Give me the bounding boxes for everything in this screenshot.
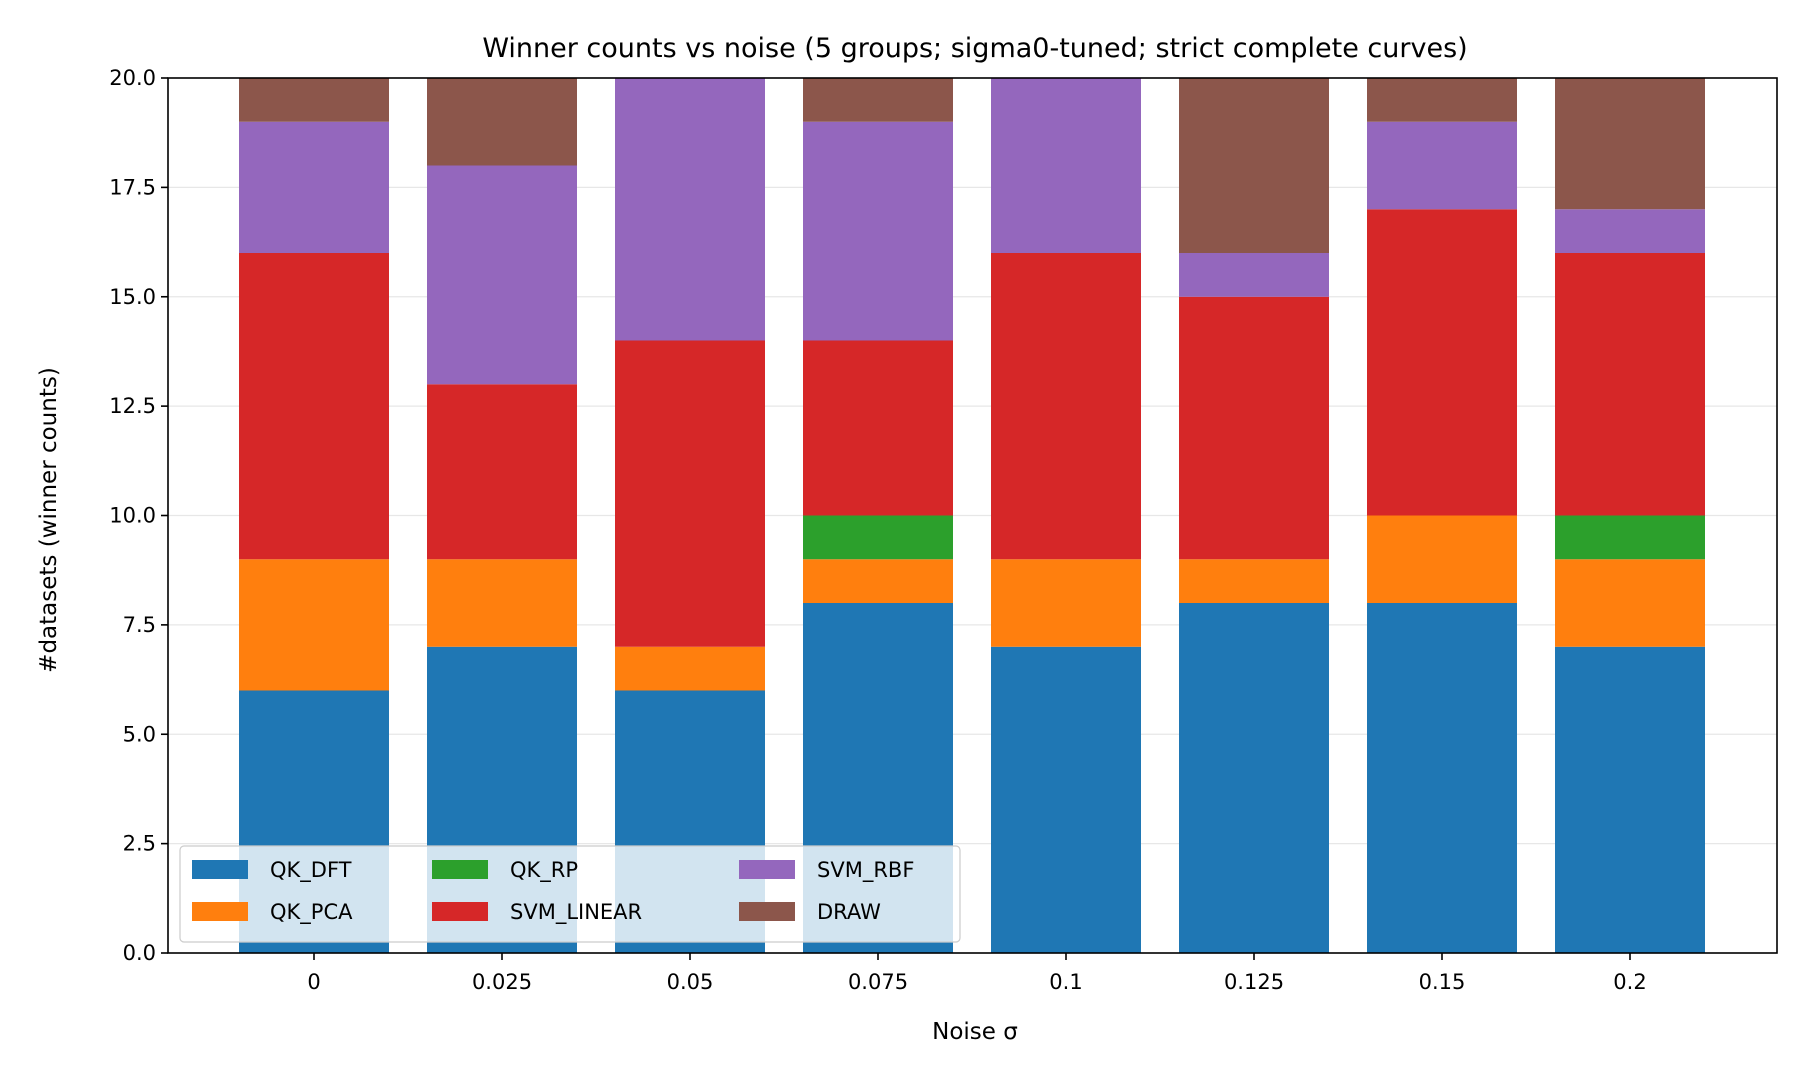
- bar-svm_rbf-0.1: [991, 78, 1141, 253]
- bar-qk_dft-0.2: [1555, 646, 1705, 953]
- legend-swatch-qk_dft: [192, 860, 248, 879]
- legend-swatch-qk_rp: [432, 860, 488, 879]
- bar-svm_rbf-0: [239, 121, 389, 253]
- x-tick-label: 0: [307, 970, 320, 994]
- legend-swatch-svm_linear: [432, 902, 488, 921]
- bar-svm_linear-0.1: [991, 253, 1141, 560]
- y-tick-label: 10.0: [109, 504, 156, 528]
- bar-qk_dft-0.125: [1179, 603, 1329, 953]
- bar-svm_rbf-0.15: [1367, 121, 1517, 210]
- bar-qk_pca-0.075: [803, 559, 953, 603]
- legend-swatch-draw: [739, 902, 795, 921]
- bar-draw-0.15: [1367, 78, 1517, 122]
- bar-draw-0: [239, 78, 389, 122]
- y-axis-label: #datasets (winner counts): [36, 367, 62, 673]
- bar-svm_linear-0.15: [1367, 209, 1517, 516]
- chart-title: Winner counts vs noise (5 groups; sigma0…: [482, 33, 1467, 64]
- y-tick-label: 0.0: [123, 941, 156, 965]
- bar-svm_linear-0.125: [1179, 296, 1329, 560]
- x-tick-label: 0.1: [1049, 970, 1082, 994]
- bar-svm_rbf-0.125: [1179, 253, 1329, 297]
- bar-qk_pca-0.1: [991, 559, 1141, 647]
- bar-draw-0.2: [1555, 78, 1705, 210]
- y-tick-label: 12.5: [109, 394, 156, 418]
- bar-svm_linear-0.025: [427, 384, 577, 560]
- bar-svm_linear-0.2: [1555, 253, 1705, 516]
- bar-qk_rp-0.075: [803, 515, 953, 560]
- bar-draw-0.075: [803, 78, 953, 122]
- legend-swatch-qk_pca: [192, 902, 248, 921]
- legend: QK_DFT QK_PCA QK_RP SVM_LINEAR SVM_RBF DRAW: [179, 845, 961, 943]
- bar-qk_dft-0.1: [991, 646, 1141, 953]
- bar-svm_rbf-0.025: [427, 165, 577, 385]
- legend-label-svm_rbf: SVM_RBF: [817, 858, 914, 883]
- x-tick-label: 0.2: [1613, 970, 1646, 994]
- legend-label-draw: DRAW: [817, 900, 881, 924]
- legend-label-qk_dft: QK_DFT: [270, 858, 352, 883]
- x-tick-label: 0.15: [1419, 970, 1466, 994]
- bar-draw-0.025: [427, 78, 577, 166]
- bar-qk_pca-0.2: [1555, 559, 1705, 647]
- bar-svm_linear-0: [239, 253, 389, 560]
- y-tick-label: 5.0: [123, 722, 156, 746]
- bar-svm_linear-0.075: [803, 340, 953, 516]
- bar-qk_pca-0.025: [427, 559, 577, 647]
- bar-svm_rbf-0.2: [1555, 209, 1705, 253]
- bar-qk_pca-0.15: [1367, 515, 1517, 603]
- bar-qk_pca-0.05: [615, 646, 765, 691]
- y-tick-label: 7.5: [123, 613, 156, 637]
- y-tick-label: 15.0: [109, 285, 156, 309]
- legend-swatch-svm_rbf: [739, 860, 795, 879]
- bar-draw-0.125: [1179, 78, 1329, 253]
- x-tick-label: 0.025: [472, 970, 532, 994]
- x-axis-label: Noise σ: [932, 1019, 1018, 1045]
- bar-svm_rbf-0.05: [615, 78, 765, 341]
- legend-label-svm_linear: SVM_LINEAR: [510, 900, 642, 925]
- x-tick-label: 0.075: [848, 970, 908, 994]
- bar-svm_rbf-0.075: [803, 121, 953, 341]
- legend-label-qk_rp: QK_RP: [510, 858, 578, 883]
- bar-qk_pca-0: [239, 559, 389, 691]
- bar-qk_rp-0.2: [1555, 515, 1705, 560]
- grid-layer: [168, 77, 1777, 954]
- y-tick-label: 2.5: [123, 832, 156, 856]
- y-tick-label: 20.0: [109, 66, 156, 90]
- x-tick-label: 0.05: [667, 970, 714, 994]
- x-tick-label: 0.125: [1224, 970, 1284, 994]
- axes-layer: 0.0 2.5 5.0 7.5 10.0 12.5 15.0 17.5 20.0 0 0.025 0.…: [109, 66, 1778, 994]
- bar-svm_linear-0.05: [615, 340, 765, 647]
- bar-qk_pca-0.125: [1179, 559, 1329, 603]
- bar-qk_dft-0.15: [1367, 603, 1517, 953]
- y-tick-label: 17.5: [109, 175, 156, 199]
- legend-label-qk_pca: QK_PCA: [270, 900, 353, 925]
